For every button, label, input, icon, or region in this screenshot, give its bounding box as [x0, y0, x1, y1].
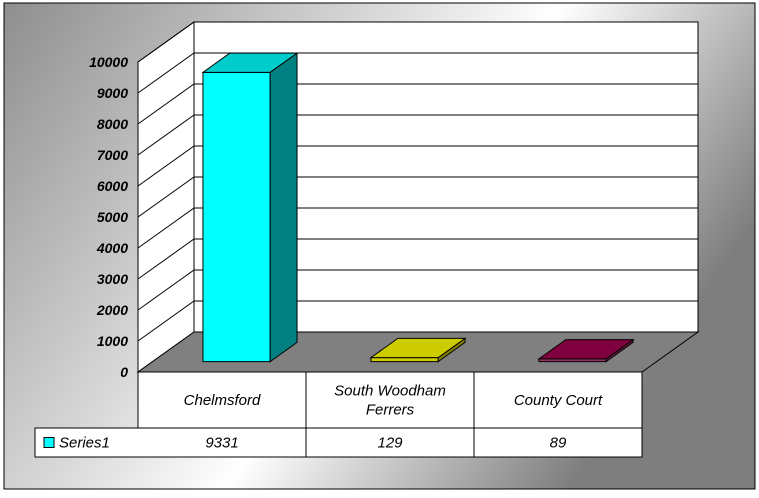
gridline	[137, 21, 698, 63]
data-label: 89	[550, 435, 567, 452]
bar-top	[537, 339, 635, 360]
gridline	[137, 238, 698, 280]
y-tick-label: 9000	[97, 85, 128, 101]
gridline	[137, 83, 698, 125]
category-label: Chelmsford	[184, 392, 261, 409]
table-value-row	[34, 427, 643, 458]
gridline	[137, 114, 698, 156]
bar-front	[202, 71, 271, 363]
gridline	[137, 145, 698, 187]
legend-swatch	[43, 437, 55, 448]
y-tick-label: 10000	[89, 54, 128, 70]
y-tick-label: 5000	[97, 209, 128, 225]
category-label: County Court	[514, 392, 603, 409]
y-tick-label: 8000	[97, 116, 128, 132]
bar-top	[369, 337, 467, 359]
gridline	[137, 300, 698, 342]
gridline	[137, 52, 698, 94]
y-tick-label: 6000	[97, 178, 128, 194]
y-tick-label: 3000	[97, 271, 128, 287]
data-label: 129	[377, 435, 403, 452]
y-tick-label: 1000	[97, 333, 128, 349]
gridline	[137, 176, 698, 218]
y-tick-label: 0	[120, 364, 128, 380]
bar-top	[201, 52, 299, 73]
data-label: 9331	[205, 435, 238, 452]
category-label: South Woodham	[334, 383, 446, 400]
y-tick-label: 2000	[96, 302, 128, 318]
bar-side	[269, 52, 298, 363]
legend-label: Series1	[59, 435, 110, 452]
table-header-row	[137, 371, 643, 429]
y-axis-ticks: 0 1000 2000 3000 4000 5000 6000 7000 8000 9000 100…	[89, 54, 128, 380]
gridline	[137, 207, 698, 249]
category-label: Ferrers	[366, 402, 415, 419]
data-table: Chelmsford 9331 South Woodham Ferrers 129 Cou…	[34, 371, 643, 458]
y-tick-label: 7000	[97, 147, 128, 163]
bars	[201, 52, 635, 363]
bar-front	[370, 357, 439, 363]
y-tick-label: 4000	[96, 240, 128, 256]
gridline	[137, 269, 698, 311]
